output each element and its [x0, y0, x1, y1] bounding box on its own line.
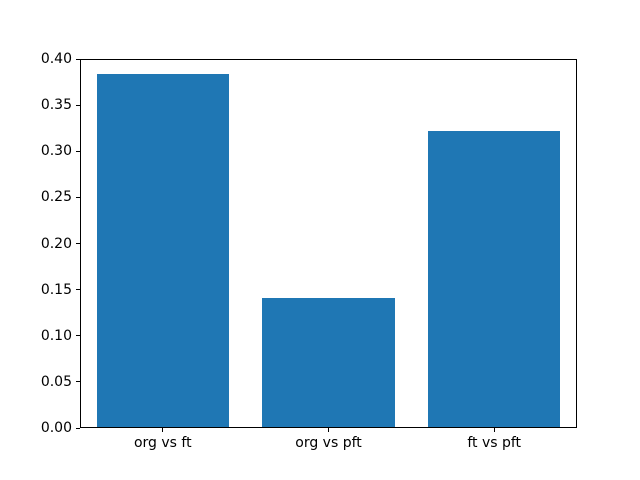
- y-tick-mark: [76, 196, 80, 198]
- y-tick-label: 0.25: [40, 189, 72, 206]
- x-tick-label-ft-vs-pft: ft vs pft: [467, 435, 522, 451]
- y-tick-mark: [76, 104, 80, 106]
- x-tick-mark: [328, 428, 329, 432]
- y-tick-mark: [76, 58, 80, 60]
- bar-org-vs-pft: [262, 297, 395, 427]
- x-tick-mark: [162, 428, 164, 432]
- y-tick-mark: [76, 335, 80, 337]
- y-tick-mark: [76, 381, 80, 383]
- y-tick-label: 0.05: [40, 373, 72, 390]
- y-tick-label: 0.20: [40, 235, 72, 252]
- y-tick-mark: [76, 289, 80, 291]
- y-tick-label: 0.00: [40, 420, 72, 436]
- y-tick-label: 0.35: [40, 97, 72, 114]
- y-tick-label: 0.40: [40, 51, 72, 67]
- y-tick-mark: [76, 150, 80, 152]
- bar-ft-vs-pft: [427, 131, 561, 427]
- y-tick-mark: [76, 427, 80, 429]
- x-tick-label-org-vs-pft: org vs pft: [295, 435, 362, 451]
- y-tick-label: 0.10: [40, 327, 72, 344]
- y-tick-mark: [76, 243, 80, 244]
- y-tick-label: 0.30: [40, 143, 72, 160]
- x-tick-mark: [493, 428, 495, 432]
- x-tick-label-org-vs-ft: org vs ft: [133, 435, 192, 451]
- y-tick-label: 0.15: [40, 281, 72, 298]
- bar-org-vs-ft: [96, 73, 230, 427]
